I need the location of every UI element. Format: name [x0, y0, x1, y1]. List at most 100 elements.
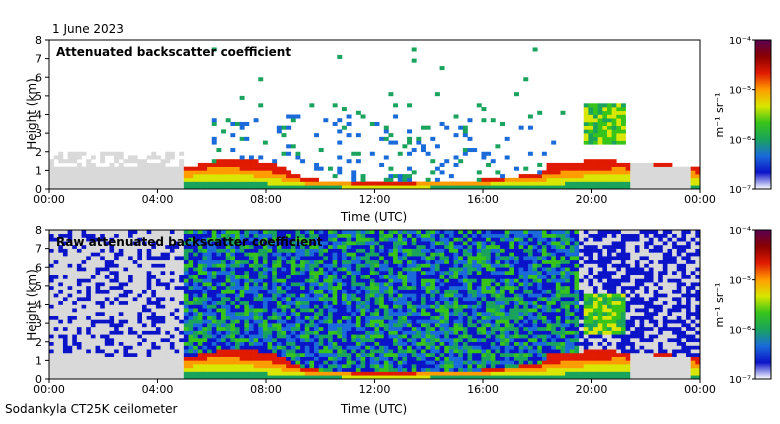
heatmap-cell: [305, 230, 310, 234]
heatmap-cell: [263, 256, 268, 260]
heatmap-cell: [430, 345, 435, 349]
heatmap-cell: [407, 237, 412, 241]
heatmap-cell: [365, 278, 370, 282]
heatmap-cell: [621, 111, 626, 115]
heatmap-cell: [68, 327, 73, 331]
heatmap-cell: [295, 271, 300, 275]
heatmap-cell: [82, 338, 87, 342]
heatmap-cell: [602, 174, 607, 178]
heatmap-cell: [198, 170, 203, 174]
heatmap-cell: [86, 278, 91, 282]
heatmap-cell: [82, 182, 87, 186]
heatmap-cell: [244, 353, 249, 357]
heatmap-cell: [412, 278, 417, 282]
heatmap-cell: [384, 275, 389, 279]
heatmap-cell: [268, 230, 273, 234]
heatmap-cell: [607, 129, 612, 133]
heatmap-cell: [254, 278, 259, 282]
heatmap-cell: [272, 349, 277, 353]
heatmap-cell: [561, 170, 566, 174]
heatmap-cell: [486, 368, 491, 372]
heatmap-cell: [407, 275, 412, 279]
heatmap-cell: [440, 290, 445, 294]
heatmap-cell: [486, 264, 491, 268]
heatmap-cell: [412, 353, 417, 357]
heatmap-cell: [221, 249, 226, 253]
heatmap-cell: [91, 293, 96, 297]
heatmap-cell: [468, 148, 473, 152]
heatmap-cell: [472, 260, 477, 264]
heatmap-cell: [77, 316, 82, 320]
heatmap-cell: [444, 345, 449, 349]
heatmap-cell: [77, 342, 82, 346]
heatmap-cell: [202, 312, 207, 316]
heatmap-cell: [207, 338, 212, 342]
heatmap-cell: [477, 260, 482, 264]
heatmap-cell: [426, 237, 431, 241]
heatmap-cell: [337, 323, 342, 327]
heatmap-cell: [272, 167, 277, 171]
heatmap-cell: [291, 115, 296, 119]
heatmap-cell: [379, 293, 384, 297]
heatmap-cell: [454, 245, 459, 249]
heatmap-cell: [388, 338, 393, 342]
heatmap-cell: [347, 159, 352, 163]
heatmap-cell: [588, 126, 593, 130]
heatmap-cell: [151, 372, 156, 376]
heatmap-cell: [128, 264, 133, 268]
heatmap-cell: [342, 126, 347, 130]
heatmap-cell: [481, 338, 486, 342]
heatmap-cell: [258, 308, 263, 312]
heatmap-cell: [142, 349, 147, 353]
heatmap-cell: [96, 372, 101, 376]
heatmap-cell: [486, 364, 491, 368]
heatmap-cell: [323, 323, 328, 327]
heatmap-cell: [254, 357, 259, 361]
heatmap-cell: [584, 103, 589, 107]
heatmap-cell: [426, 264, 431, 268]
heatmap-cell: [291, 267, 296, 271]
heatmap-cell: [226, 174, 231, 178]
heatmap-cell: [277, 126, 282, 130]
heatmap-cell: [82, 264, 87, 268]
heatmap-cell: [458, 264, 463, 268]
heatmap-cell: [449, 357, 454, 361]
heatmap-cell: [282, 174, 287, 178]
heatmap-cell: [328, 267, 333, 271]
heatmap-cell: [491, 357, 496, 361]
heatmap-cell: [77, 256, 82, 260]
heatmap-cell: [165, 368, 170, 372]
heatmap-cell: [691, 178, 696, 182]
heatmap-cell: [226, 327, 231, 331]
heatmap-cell: [481, 301, 486, 305]
heatmap-cell: [333, 331, 338, 335]
heatmap-cell: [393, 237, 398, 241]
heatmap-cell: [137, 312, 142, 316]
heatmap-cell: [109, 264, 114, 268]
heatmap-cell: [468, 249, 473, 253]
heatmap-cell: [398, 319, 403, 323]
heatmap-cell: [398, 178, 403, 182]
heatmap-cell: [686, 170, 691, 174]
heatmap-cell: [574, 163, 579, 167]
heatmap-cell: [151, 308, 156, 312]
heatmap-cell: [244, 174, 249, 178]
heatmap-cell: [598, 167, 603, 171]
heatmap-cell: [240, 96, 245, 100]
heatmap-cell: [323, 182, 328, 186]
heatmap-cell: [137, 170, 142, 174]
heatmap-cell: [179, 264, 184, 268]
heatmap-cell: [268, 267, 273, 271]
heatmap-cell: [430, 312, 435, 316]
heatmap-cell: [430, 364, 435, 368]
heatmap-cell: [314, 252, 319, 256]
heatmap-cell: [412, 316, 417, 320]
heatmap-cell: [133, 290, 138, 294]
heatmap-cell: [226, 271, 231, 275]
heatmap-cell: [258, 331, 263, 335]
heatmap-cell: [309, 182, 314, 186]
heatmap-cell: [593, 170, 598, 174]
heatmap-cell: [300, 353, 305, 357]
heatmap-cell: [402, 293, 407, 297]
heatmap-cell: [300, 308, 305, 312]
